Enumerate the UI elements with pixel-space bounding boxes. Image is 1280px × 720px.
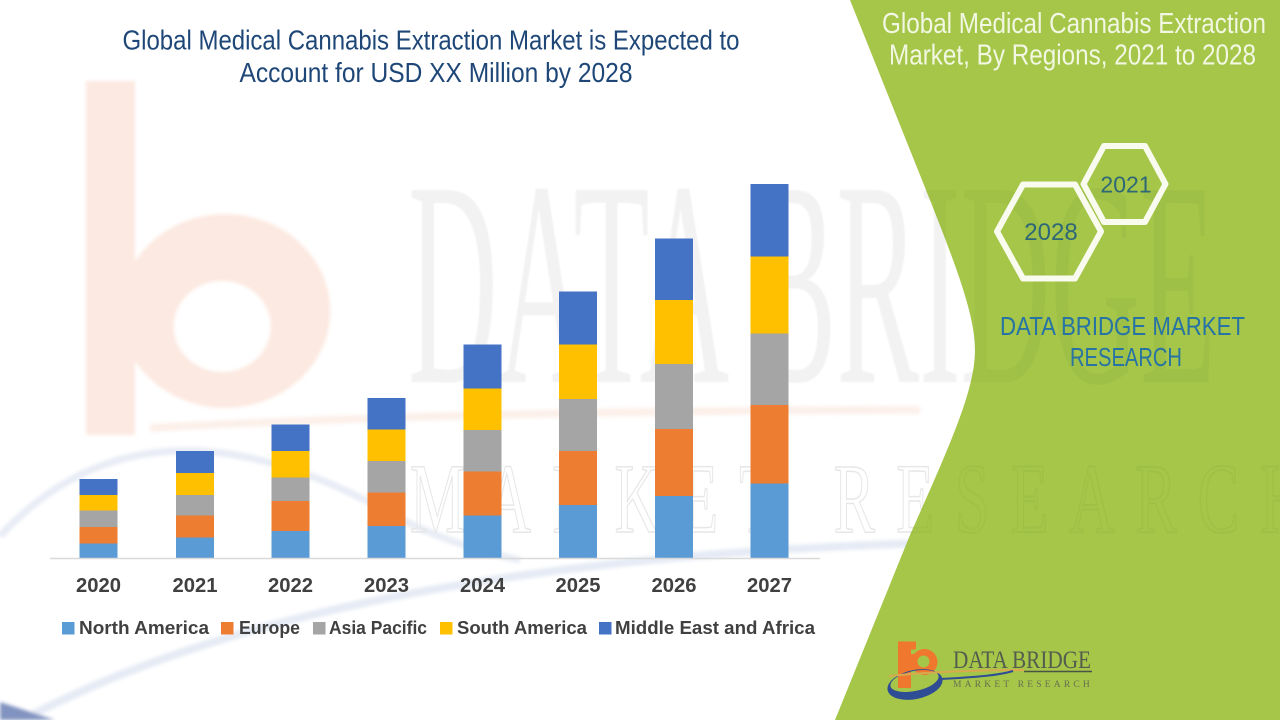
svg-text:2024: 2024 [460,575,506,597]
svg-text:Account for USD XX Million by: Account for USD XX Million by 2028 [240,57,633,88]
svg-text:2020: 2020 [76,575,121,597]
svg-text:Middle East and Africa: Middle East and Africa [615,618,816,638]
svg-text:2026: 2026 [652,575,697,597]
svg-text:Global Medical Cannabis Extrac: Global Medical Cannabis Extraction Marke… [123,25,740,56]
svg-text:2025: 2025 [556,575,601,597]
svg-text:2021: 2021 [1100,172,1151,198]
svg-text:North America: North America [79,618,210,638]
svg-text:Market, By Regions, 2021 to 20: Market, By Regions, 2021 to 2028 [889,40,1256,72]
svg-text:Global Medical Cannabis Extrac: Global Medical Cannabis Extraction [882,8,1266,40]
svg-text:Asia Pacific: Asia Pacific [329,618,427,638]
svg-text:RESEARCH: RESEARCH [1070,342,1182,372]
svg-text:DATA BRIDGE: DATA BRIDGE [953,645,1091,674]
svg-text:2027: 2027 [747,575,792,597]
svg-text:Europe: Europe [239,618,300,638]
svg-text:DATA BRIDGE MARKET: DATA BRIDGE MARKET [1000,311,1245,341]
svg-text:2023: 2023 [364,575,409,597]
svg-text:2028: 2028 [1024,219,1077,246]
svg-text:2022: 2022 [268,575,313,597]
svg-text:South America: South America [457,618,588,638]
svg-text:2021: 2021 [173,575,218,597]
svg-text:MARKET RESEARCH: MARKET RESEARCH [953,680,1093,690]
